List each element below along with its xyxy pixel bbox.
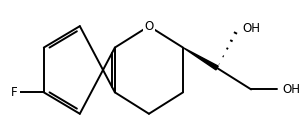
Text: F: F xyxy=(11,86,18,99)
Text: O: O xyxy=(144,20,154,33)
Text: OH: OH xyxy=(243,22,260,35)
Polygon shape xyxy=(183,48,218,70)
Text: OH: OH xyxy=(282,83,300,96)
